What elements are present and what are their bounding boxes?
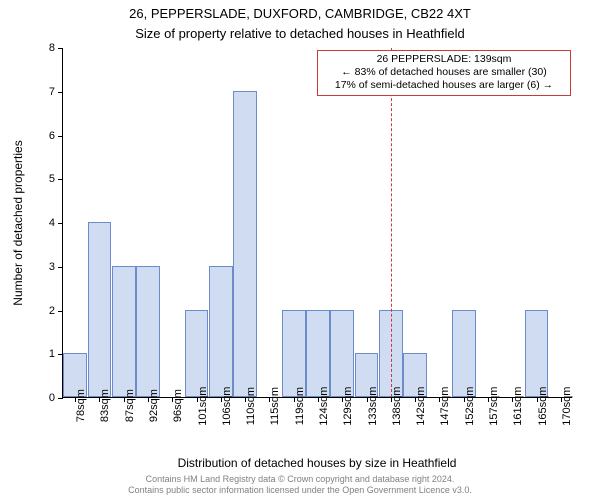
bar — [452, 310, 476, 398]
x-tick-label: 138sqm — [391, 387, 403, 426]
bar — [209, 266, 233, 397]
footer-line-2: Contains public sector information licen… — [0, 485, 600, 496]
annotation-box: 26 PEPPERSLADE: 139sqm← 83% of detached … — [317, 50, 571, 96]
annotation-line: 17% of semi-detached houses are larger (… — [322, 79, 566, 92]
bar — [88, 222, 112, 397]
x-tick-label: 124sqm — [318, 387, 330, 426]
x-tick-label: 96sqm — [172, 389, 184, 422]
y-tick: 1 — [49, 348, 63, 360]
x-tick-label: 78sqm — [75, 389, 87, 422]
x-tick-label: 165sqm — [537, 387, 549, 426]
y-tick: 5 — [49, 173, 63, 185]
chart-title-line1: 26, PEPPERSLADE, DUXFORD, CAMBRIDGE, CB2… — [0, 6, 600, 21]
x-tick-label: 101sqm — [197, 387, 209, 426]
y-tick: 2 — [49, 305, 63, 317]
bar — [282, 310, 306, 398]
x-tick-label: 110sqm — [245, 387, 257, 425]
x-tick-label: 133sqm — [367, 387, 379, 426]
x-tick-label: 119sqm — [294, 387, 306, 425]
x-tick-label: 142sqm — [415, 387, 427, 426]
y-tick: 7 — [49, 86, 63, 98]
chart-root: 26, PEPPERSLADE, DUXFORD, CAMBRIDGE, CB2… — [0, 0, 600, 500]
x-tick-label: 147sqm — [439, 387, 451, 426]
x-tick-label: 152sqm — [464, 387, 476, 426]
chart-footer: Contains HM Land Registry data © Crown c… — [0, 474, 600, 497]
y-tick: 6 — [49, 130, 63, 142]
x-axis-label: Distribution of detached houses by size … — [178, 456, 457, 470]
footer-line-1: Contains HM Land Registry data © Crown c… — [0, 474, 600, 485]
bar — [306, 310, 330, 398]
bar — [330, 310, 354, 398]
x-tick-label: 92sqm — [148, 389, 160, 422]
marker-line — [391, 48, 392, 397]
x-tick-label: 157sqm — [488, 387, 500, 426]
y-axis-label: Number of detached properties — [11, 140, 25, 305]
chart-title-line2: Size of property relative to detached ho… — [0, 26, 600, 41]
x-tick-label: 129sqm — [342, 387, 354, 426]
x-tick-label: 106sqm — [221, 387, 233, 426]
y-tick: 0 — [49, 392, 63, 404]
bar — [112, 266, 136, 397]
x-tick-label: 161sqm — [512, 387, 524, 426]
annotation-line: 26 PEPPERSLADE: 139sqm — [322, 53, 566, 66]
y-tick: 4 — [49, 217, 63, 229]
bar — [136, 266, 160, 397]
y-tick: 8 — [49, 42, 63, 54]
x-tick-label: 83sqm — [99, 389, 111, 422]
x-tick-label: 115sqm — [269, 387, 281, 425]
y-tick: 3 — [49, 261, 63, 273]
bar — [525, 310, 549, 398]
x-tick-label: 170sqm — [561, 387, 573, 426]
x-tick-label: 87sqm — [124, 389, 136, 422]
annotation-line: ← 83% of detached houses are smaller (30… — [322, 66, 566, 79]
bar — [233, 91, 257, 397]
bar — [185, 310, 209, 398]
plot-area: 01234567878sqm83sqm87sqm92sqm96sqm101sqm… — [62, 48, 572, 398]
